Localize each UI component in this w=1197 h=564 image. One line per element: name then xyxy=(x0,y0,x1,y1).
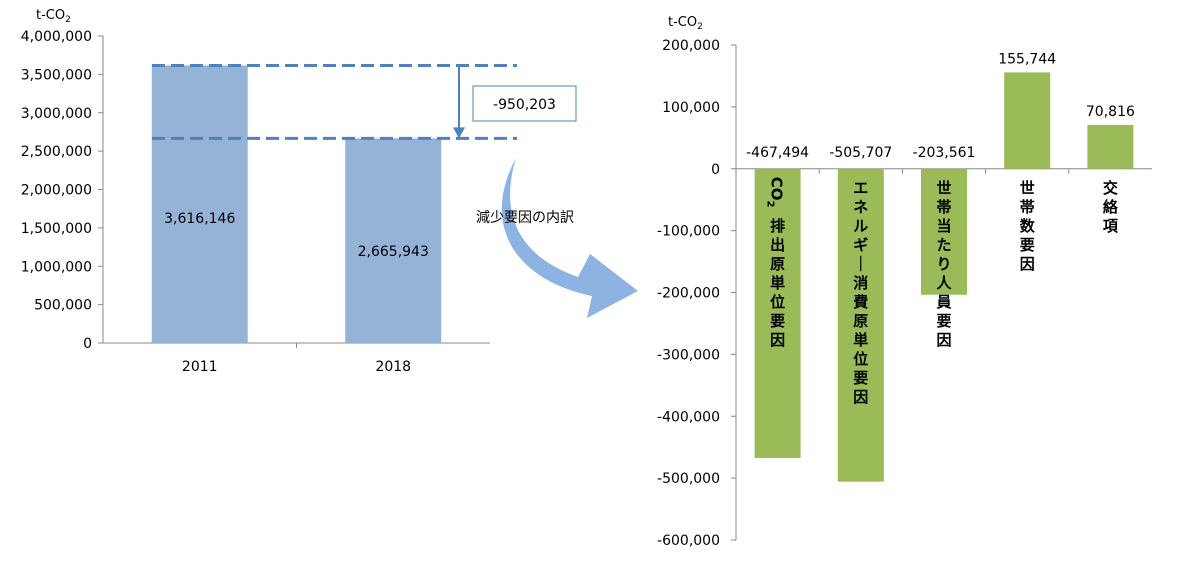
factor-value-label: -203,561 xyxy=(913,145,976,161)
difference-label: -950,203 xyxy=(493,97,556,113)
left-bar-chart: t-CO2 0 500,000 1,000,000 1,500,000 2,000,000… xyxy=(21,8,577,375)
left-y-tick-label: 3,000,000 xyxy=(21,106,92,122)
left-y-tick-label: 1,500,000 xyxy=(21,221,92,237)
bar-2018 xyxy=(345,138,442,343)
left-y-tick-label: 3,500,000 xyxy=(21,67,92,83)
right-y-tick-label: 0 xyxy=(711,162,720,178)
factor-bar xyxy=(1087,124,1134,169)
left-y-tick-label: 4,000,000 xyxy=(21,29,92,45)
right-y-tick-label: -600,000 xyxy=(657,533,720,549)
difference-box xyxy=(472,85,577,122)
right-bar-chart: t-CO2 -600,000 -500,000 -400,000 -300,000 -20… xyxy=(657,15,1152,549)
left-y-unit: t-CO2 xyxy=(36,8,71,25)
co2-text: CO2 xyxy=(765,177,786,208)
bar-2011 xyxy=(151,65,248,344)
left-y-tick-label: 0 xyxy=(83,336,92,352)
co2-rotated-label: CO2 xyxy=(765,177,786,208)
factor-bar xyxy=(837,168,884,482)
factor-value-label: 70,816 xyxy=(1086,104,1135,120)
right-y-tick-label: -100,000 xyxy=(657,224,720,240)
right-y-tick-label: -500,000 xyxy=(657,471,720,487)
left-y-tick-label: 1,000,000 xyxy=(21,259,92,275)
breakdown-annotation: 減少要因の内訳 xyxy=(476,158,638,318)
factor-bar xyxy=(754,168,801,459)
factor-bar xyxy=(1004,72,1051,169)
breakdown-label: 減少要因の内訳 xyxy=(476,209,574,226)
right-y-tick-label: -400,000 xyxy=(657,409,720,425)
left-x-tick-label: 2011 xyxy=(182,359,218,375)
right-y-tick-label: -300,000 xyxy=(657,347,720,363)
bar-value-label: 3,616,146 xyxy=(164,211,235,227)
factor-category-label: 世帯当たり人員要因 xyxy=(935,179,952,349)
factor-category-label: 世帯数要因 xyxy=(1020,179,1036,273)
factor-value-label: 155,744 xyxy=(998,51,1056,67)
difference-arrow-head xyxy=(453,127,465,139)
left-y-tick-label: 2,500,000 xyxy=(21,144,92,160)
right-y-unit: t-CO2 xyxy=(668,15,703,32)
right-y-tick-label: 200,000 xyxy=(662,38,720,54)
factor-category-label: エネルギ｜消費原単位要因 xyxy=(853,179,868,406)
left-y-tick-label: 500,000 xyxy=(34,298,92,314)
factor-category-label: 排出原単位要因 xyxy=(770,217,785,349)
left-x-tick-label: 2018 xyxy=(375,359,411,375)
factor-category-label: 交絡項 xyxy=(1103,179,1119,235)
factor-value-label: -505,707 xyxy=(829,145,892,161)
factor-value-label: -467,494 xyxy=(746,145,809,161)
left-y-tick-label: 2,000,000 xyxy=(21,183,92,199)
bar-value-label: 2,665,943 xyxy=(358,244,429,260)
factor-bar xyxy=(921,168,967,295)
right-y-tick-label: 100,000 xyxy=(662,100,720,116)
curved-arrow-icon xyxy=(501,158,638,318)
right-y-tick-label: -200,000 xyxy=(657,286,720,302)
